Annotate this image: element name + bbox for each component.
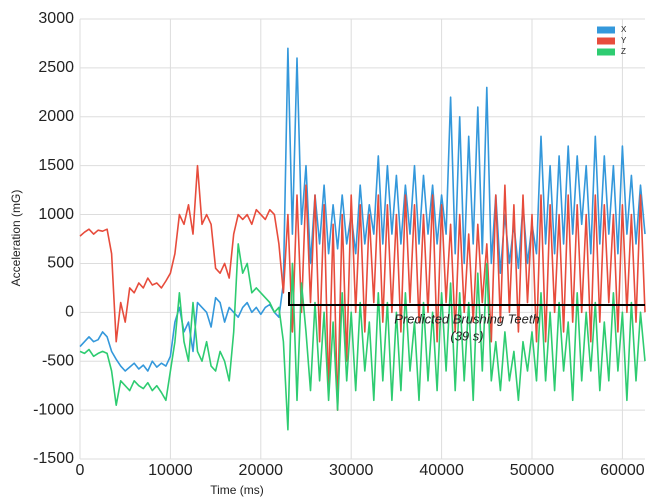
y-tick-label: 2000 (38, 108, 74, 125)
legend-label: Y (621, 36, 627, 45)
x-tick-label: 0 (76, 462, 85, 479)
y-axis-label: Acceleration (mG) (9, 190, 23, 287)
annotation-text: Predicted Brushing Teeth (394, 311, 540, 326)
annotation-text: (39 s) (450, 328, 483, 343)
x-tick-label: 50000 (510, 462, 555, 479)
x-tick-label: 60000 (600, 462, 645, 479)
y-tick-label: 3000 (38, 10, 74, 27)
y-tick-label: -1500 (33, 450, 74, 467)
y-tick-label: -500 (42, 352, 74, 369)
x-tick-label: 10000 (148, 462, 193, 479)
legend-swatch (597, 48, 615, 56)
y-tick-label: 0 (65, 304, 74, 321)
y-tick-label: 500 (47, 255, 74, 272)
y-tick-label: 2500 (38, 59, 74, 76)
series-line (79, 47, 646, 372)
legend-label: X (621, 25, 627, 34)
annotation-bracket (288, 292, 645, 306)
legend-label: Z (621, 47, 626, 56)
x-tick-label: 40000 (419, 462, 464, 479)
series-line (79, 164, 646, 411)
x-tick-label: 20000 (239, 462, 284, 479)
legend: XYZ (597, 25, 627, 56)
x-axis-label: Time (ms) (210, 483, 264, 497)
legend-swatch (597, 37, 615, 45)
overlay: Predicted Brushing Teeth (39 s) Time (ms… (9, 190, 645, 497)
x-tick-label: 30000 (329, 462, 374, 479)
y-tick-label: -1000 (33, 401, 74, 418)
y-tick-label: 1000 (38, 206, 74, 223)
y-tick-label: 1500 (38, 157, 74, 174)
series-line (79, 243, 646, 431)
legend-swatch (597, 26, 615, 34)
plot-lines (79, 47, 646, 431)
